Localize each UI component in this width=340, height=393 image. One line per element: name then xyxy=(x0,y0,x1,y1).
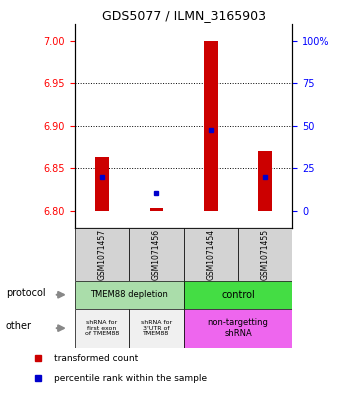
Bar xyxy=(184,281,292,309)
Bar xyxy=(204,40,218,211)
Text: GSM1071455: GSM1071455 xyxy=(261,229,270,280)
Bar xyxy=(150,208,163,211)
Bar xyxy=(75,228,129,281)
Title: GDS5077 / ILMN_3165903: GDS5077 / ILMN_3165903 xyxy=(102,9,266,22)
Bar xyxy=(258,151,272,211)
Bar xyxy=(95,157,109,211)
Bar xyxy=(184,309,292,348)
Bar xyxy=(184,228,238,281)
Bar xyxy=(129,309,184,348)
Bar xyxy=(75,309,129,348)
Text: protocol: protocol xyxy=(6,288,46,298)
Text: shRNA for
3'UTR of
TMEM88: shRNA for 3'UTR of TMEM88 xyxy=(141,320,172,336)
Text: TMEM88 depletion: TMEM88 depletion xyxy=(90,290,168,299)
Bar xyxy=(129,228,184,281)
Text: GSM1071456: GSM1071456 xyxy=(152,229,161,280)
Text: transformed count: transformed count xyxy=(54,354,138,363)
Text: GSM1071457: GSM1071457 xyxy=(98,229,106,280)
Bar xyxy=(75,281,184,309)
Text: non-targetting
shRNA: non-targetting shRNA xyxy=(207,318,269,338)
Bar xyxy=(238,228,292,281)
Text: GSM1071454: GSM1071454 xyxy=(206,229,215,280)
Text: percentile rank within the sample: percentile rank within the sample xyxy=(54,374,207,382)
Text: other: other xyxy=(6,321,32,331)
Text: control: control xyxy=(221,290,255,300)
Text: shRNA for
first exon
of TMEM88: shRNA for first exon of TMEM88 xyxy=(85,320,119,336)
